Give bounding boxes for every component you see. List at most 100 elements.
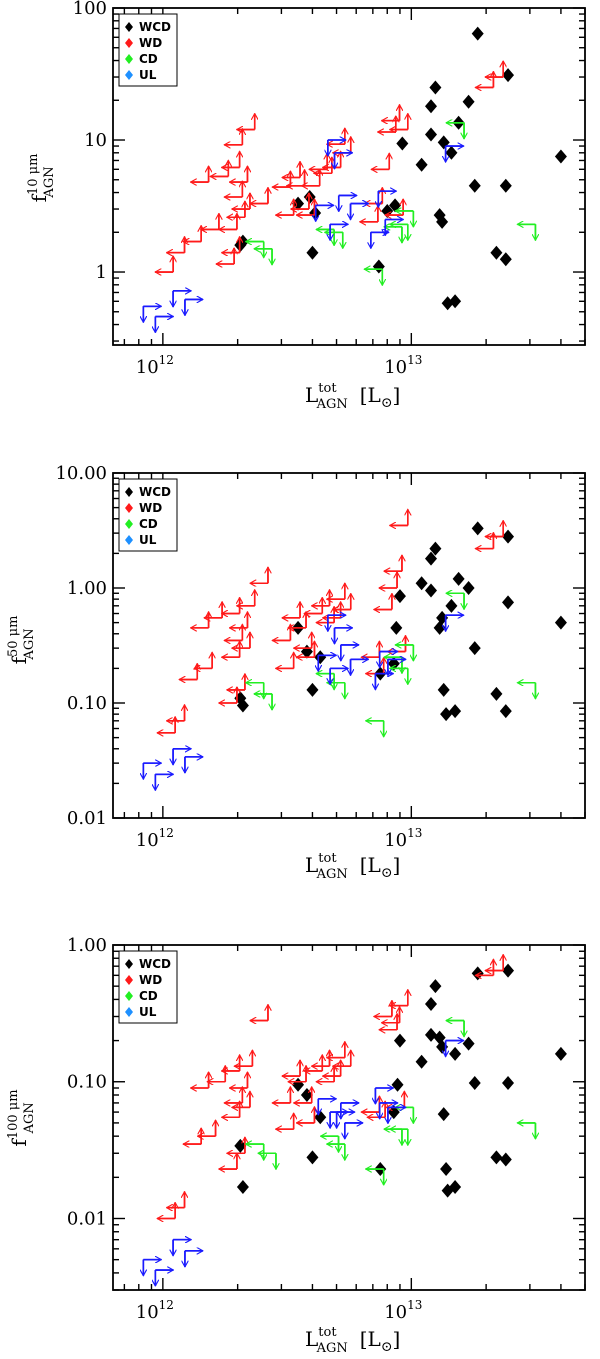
limit-bracket-wd [364, 187, 384, 205]
limit-bracket-ul [142, 1258, 162, 1276]
limit-bracket-wd [190, 611, 210, 629]
data-point-wcd [425, 551, 438, 566]
limit-bracket-cd [257, 1152, 277, 1170]
data-point-wcd [292, 1077, 305, 1092]
data-point-wcd [462, 94, 475, 109]
limit-bracket-ul [184, 298, 203, 316]
limit-bracket-wd [210, 160, 230, 178]
legend-swatch-wd [125, 975, 133, 985]
y-tick-label: 1.00 [67, 578, 107, 599]
limit-bracket-ul [172, 1238, 192, 1256]
limit-bracket-wd [389, 509, 409, 527]
limit-bracket-wd [293, 632, 313, 649]
data-point-wcd [429, 541, 442, 556]
data-marks [143, 26, 567, 333]
data-point-wcd [449, 704, 462, 719]
legend-swatch-cd [125, 519, 133, 529]
data-point-wcd [425, 99, 438, 114]
data-point-wcd [499, 178, 512, 193]
limit-bracket-ul [154, 773, 174, 791]
data-marks [143, 955, 567, 1286]
data-point-wcd [468, 641, 481, 656]
data-point-wcd [393, 1033, 406, 1048]
limit-bracket-ul [154, 1269, 174, 1287]
limit-bracket-wd [226, 673, 246, 691]
data-point-wcd [415, 576, 428, 591]
legend-label-wcd: WCD [139, 957, 171, 971]
data-point-wcd [437, 1107, 450, 1122]
limit-bracket-wd [166, 236, 186, 254]
limit-bracket-wd [249, 567, 269, 585]
limit-bracket-wd [361, 1096, 381, 1113]
legend-swatch-wd [125, 503, 133, 513]
limit-bracket-wd [221, 151, 241, 169]
limit-bracket-wd [221, 641, 241, 659]
limit-bracket-ul [344, 1122, 363, 1139]
limit-bracket-wd [275, 652, 295, 670]
limit-bracket-ul [184, 756, 203, 773]
panel-50um: 0.01 0.10 1.00 10.00 1012 1013 WCD WD CD UL f50… [6, 463, 586, 882]
x-tick-label: 1012 [136, 1298, 174, 1323]
data-point-wcd [502, 963, 515, 978]
x-tick-label: 1013 [384, 826, 422, 851]
data-point-wcd [499, 704, 512, 719]
limit-bracket-ul [327, 139, 346, 157]
legend-label-cd: CD [139, 989, 158, 1003]
data-point-wcd [306, 682, 319, 697]
y-tick-label: 10 [84, 130, 107, 151]
limit-bracket-wd [224, 624, 244, 642]
legend-label-ul: UL [139, 533, 157, 547]
limit-bracket-wd [216, 248, 235, 265]
limit-bracket-wd [229, 1072, 249, 1089]
limit-bracket-ul [340, 1102, 359, 1119]
limit-bracket-cd [517, 223, 537, 241]
y-tick-label: 100 [73, 0, 107, 19]
y-tick-label: 0.10 [67, 693, 107, 714]
data-point-wcd [499, 252, 512, 267]
legend-label-cd: CD [139, 517, 158, 531]
data-point-wcd [314, 650, 327, 665]
data-point-wcd [502, 68, 515, 83]
limit-bracket-wd [190, 166, 210, 183]
y-tick-labels: 0.01 0.10 1.00 10.00 [55, 463, 107, 829]
limit-bracket-wd [387, 635, 407, 653]
legend-swatch-wd [125, 38, 133, 48]
data-point-wcd [490, 245, 503, 260]
limit-bracket-wd [155, 256, 174, 273]
y-tick-label: 1.00 [67, 935, 107, 956]
limit-bracket-ul [154, 315, 174, 333]
data-point-wcd [425, 583, 438, 598]
limit-bracket-wd [296, 1106, 316, 1124]
y-axis-label: f50 μmAGN [6, 616, 37, 665]
legend: WCD WD CD UL [118, 950, 178, 1024]
y-tick-label: 10.00 [55, 463, 107, 484]
limit-bracket-wd [197, 1120, 217, 1137]
limit-bracket-wd [218, 213, 238, 231]
data-point-wcd [436, 214, 449, 229]
limit-bracket-wd [485, 61, 505, 78]
data-point-wcd [449, 1046, 462, 1061]
legend: WCD WD CD UL [118, 478, 178, 552]
data-point-wcd [468, 1075, 481, 1090]
data-point-wcd [236, 698, 249, 713]
data-point-wcd [554, 615, 567, 630]
limit-bracket-cd [365, 720, 385, 737]
data-point-wcd [433, 620, 446, 635]
limit-bracket-wd [361, 641, 381, 659]
limit-bracket-wd [224, 128, 244, 146]
limit-bracket-wd [272, 1086, 292, 1104]
legend-label-wcd: WCD [139, 485, 171, 499]
legend-swatch-ul [125, 70, 133, 80]
limit-bracket-ul [184, 1250, 203, 1267]
data-point-wcd [449, 1179, 462, 1194]
legend-swatch-ul [125, 535, 133, 545]
legend-swatch-wcd [125, 22, 133, 32]
data-point-wcd [471, 966, 484, 981]
tick-marks [113, 472, 586, 819]
y-tick-label: 0.10 [67, 1072, 107, 1093]
panel-10um: 1 10 100 1012 1013 WCD WD CD UL f10 μmAGN Ltot… [26, 0, 586, 412]
limit-bracket-wd [373, 1000, 393, 1018]
data-point-wcd [306, 1150, 319, 1165]
legend-label-ul: UL [139, 1005, 157, 1019]
